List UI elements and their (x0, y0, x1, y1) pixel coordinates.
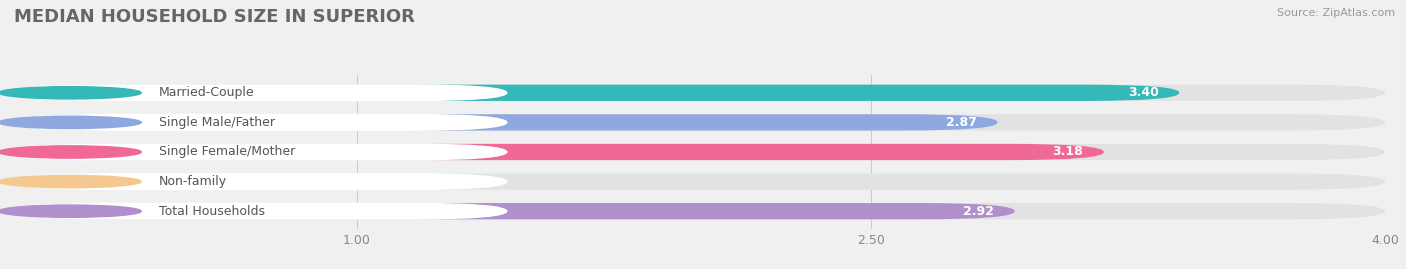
FancyBboxPatch shape (14, 144, 1385, 160)
FancyBboxPatch shape (14, 174, 484, 190)
FancyBboxPatch shape (14, 85, 1385, 101)
Text: 1.37: 1.37 (432, 175, 463, 188)
Text: Single Male/Father: Single Male/Father (159, 116, 276, 129)
Text: Non-family: Non-family (159, 175, 228, 188)
FancyBboxPatch shape (11, 84, 508, 101)
FancyBboxPatch shape (14, 203, 1385, 219)
Circle shape (0, 146, 141, 158)
Text: 2.92: 2.92 (963, 205, 994, 218)
Text: Source: ZipAtlas.com: Source: ZipAtlas.com (1277, 8, 1395, 18)
Text: Total Households: Total Households (159, 205, 266, 218)
Circle shape (0, 205, 141, 217)
FancyBboxPatch shape (14, 203, 1015, 219)
Circle shape (0, 116, 141, 129)
FancyBboxPatch shape (14, 114, 998, 130)
FancyBboxPatch shape (11, 114, 508, 131)
Text: 2.87: 2.87 (946, 116, 977, 129)
FancyBboxPatch shape (14, 144, 1104, 160)
FancyBboxPatch shape (14, 114, 1385, 130)
Text: 3.18: 3.18 (1053, 146, 1084, 158)
FancyBboxPatch shape (14, 85, 1180, 101)
FancyBboxPatch shape (11, 173, 508, 190)
Text: 3.40: 3.40 (1128, 86, 1159, 99)
Text: Single Female/Mother: Single Female/Mother (159, 146, 295, 158)
FancyBboxPatch shape (11, 143, 508, 161)
FancyBboxPatch shape (11, 203, 508, 220)
Text: Married-Couple: Married-Couple (159, 86, 254, 99)
Text: MEDIAN HOUSEHOLD SIZE IN SUPERIOR: MEDIAN HOUSEHOLD SIZE IN SUPERIOR (14, 8, 415, 26)
Circle shape (0, 87, 141, 99)
Circle shape (0, 175, 141, 188)
FancyBboxPatch shape (14, 174, 1385, 190)
